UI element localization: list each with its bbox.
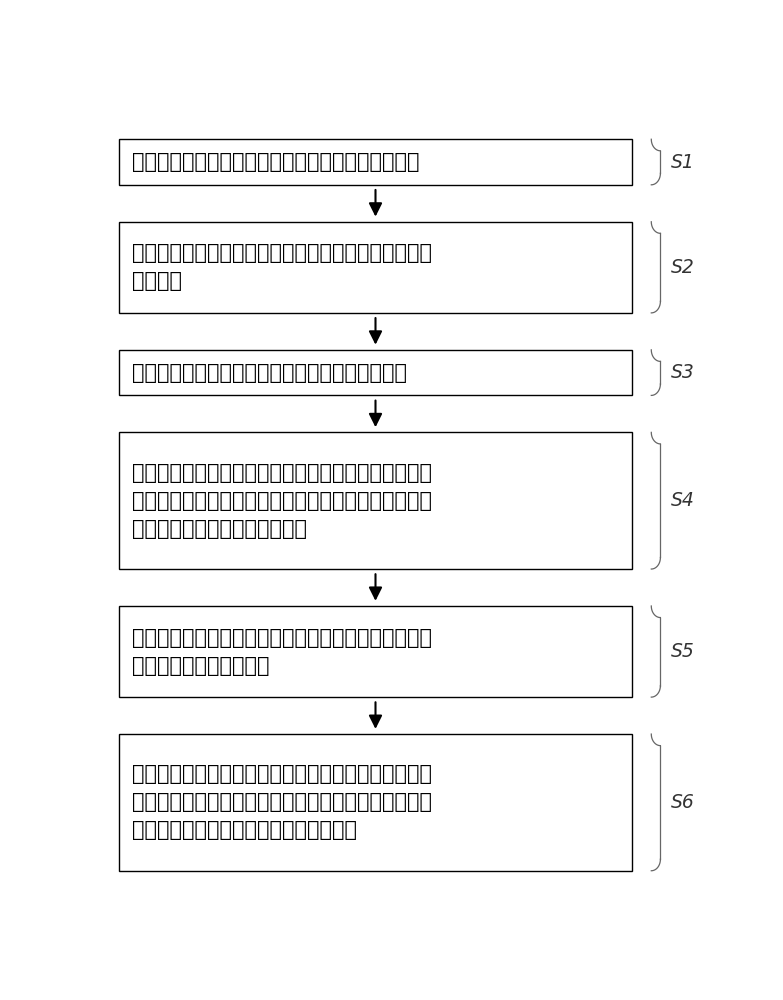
FancyBboxPatch shape [119,139,632,185]
FancyBboxPatch shape [119,606,632,697]
Text: S5: S5 [671,642,695,661]
FancyBboxPatch shape [119,222,632,313]
Text: 系统接收用户针对无线充电按钮输入的无线充电指令: 系统接收用户针对无线充电按钮输入的无线充电指令 [132,152,420,172]
Text: S4: S4 [671,491,695,510]
Text: 从获取的地面数据信息中识别出无线充电发射装置: 从获取的地面数据信息中识别出无线充电发射装置 [132,363,407,383]
Text: 将其与预存系统中的标准无线充电发射装置位置进行对
比，分析计算出收发装置水平方向上的位差，以及垂直
方向上的距离与设定阈值的位差: 将其与预存系统中的标准无线充电发射装置位置进行对 比，分析计算出收发装置水平方向… [132,463,432,539]
Text: S1: S1 [671,153,695,172]
Text: S6: S6 [671,793,695,812]
FancyBboxPatch shape [119,432,632,569]
Text: 系统根据无线充电指令控制双目摄像头采集停车位地面
数据信息: 系统根据无线充电指令控制双目摄像头采集停车位地面 数据信息 [132,243,432,291]
Text: 电动汽车电池充满电后，图像识别自动定位装置中的控
制单元读取存储单元中接收装置的位移信息，发送给驱
动模块，控制无线充电接收装置自动回位: 电动汽车电池充满电后，图像识别自动定位装置中的控 制单元读取存储单元中接收装置的… [132,764,432,840]
FancyBboxPatch shape [119,734,632,871]
FancyBboxPatch shape [119,350,632,395]
Text: S3: S3 [671,363,695,382]
Text: 横向、纵向、垂直升降控制驱动模块根据位差数据控制
无线充电接收装置的移动: 横向、纵向、垂直升降控制驱动模块根据位差数据控制 无线充电接收装置的移动 [132,628,432,676]
Text: S2: S2 [671,258,695,277]
